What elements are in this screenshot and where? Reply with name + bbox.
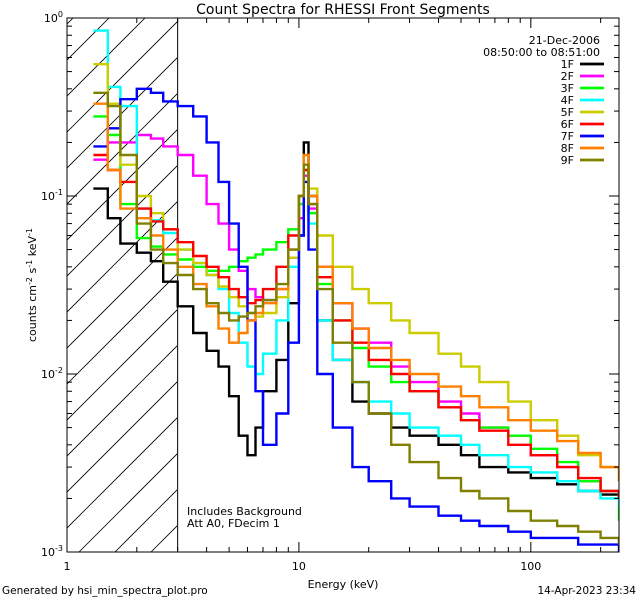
- legend-label: 1F: [561, 58, 574, 71]
- annotation-date: 21-Dec-2006: [529, 34, 600, 47]
- series-line-1F: [93, 141, 619, 499]
- x-axis-label: Energy (keV): [308, 578, 379, 591]
- hatch-line: [67, 417, 177, 529]
- y-tick-label: 10-2: [41, 366, 63, 381]
- shaded-region: [0, 0, 177, 552]
- hatch-line: [67, 57, 177, 169]
- plot-frame: [66, 17, 620, 553]
- legend-label: 3F: [561, 82, 574, 95]
- y-tick-label: 10-3: [41, 544, 63, 559]
- hatch-line: [67, 18, 74, 25]
- series-layer: [93, 29, 619, 552]
- y-axis-label: counts cm-2 s-1 keV-1: [25, 228, 39, 342]
- x-tick-label: 10: [292, 560, 306, 573]
- legend-label: 9F: [561, 154, 574, 167]
- footer-generated-by: Generated by hsi_min_spectra_plot.pro: [2, 585, 208, 597]
- annotation-time-range: 08:50:00 to 08:51:00: [483, 46, 600, 59]
- legend-label: 8F: [561, 142, 574, 155]
- legend-label: 4F: [561, 94, 574, 107]
- axis-ticks: [66, 17, 619, 553]
- hatch-line: [67, 18, 146, 97]
- hatch-line: [78, 453, 177, 552]
- y-tick-label: 100: [44, 10, 63, 25]
- x-tick-label: 1: [64, 560, 71, 573]
- y-tick-label: 10-1: [41, 188, 63, 203]
- annotation-note2: Att A0, FDecim 1: [187, 517, 280, 530]
- footer-timestamp: 14-Apr-2023 23:34: [537, 585, 636, 597]
- series-line-2F: [93, 133, 619, 499]
- series-line-8F: [93, 102, 619, 482]
- hatch-line: [67, 129, 177, 241]
- legend-label: 7F: [561, 130, 574, 143]
- annotation-note1: Includes Background: [187, 505, 302, 518]
- hatch-line: [67, 381, 177, 493]
- chart-title: Count Spectra for RHESSI Front Segments: [196, 2, 490, 18]
- hatch-line: [67, 201, 177, 313]
- hatch-line: [67, 165, 177, 277]
- series-line-5F: [93, 62, 619, 482]
- hatch-line: [67, 21, 177, 133]
- hatch-line: [67, 237, 177, 349]
- legend-label: 2F: [561, 70, 574, 83]
- series-line-7F: [93, 87, 619, 552]
- series-line-3F: [93, 115, 619, 521]
- legend-label: 5F: [561, 106, 574, 119]
- axis-tick-labels: 1 10 100 100 10-1 10-2 10-3: [41, 10, 541, 573]
- hatch-line: [0, 0, 27, 552]
- series-line-9F: [93, 91, 619, 545]
- x-tick-label: 100: [520, 560, 541, 573]
- legend-label: 6F: [561, 118, 574, 131]
